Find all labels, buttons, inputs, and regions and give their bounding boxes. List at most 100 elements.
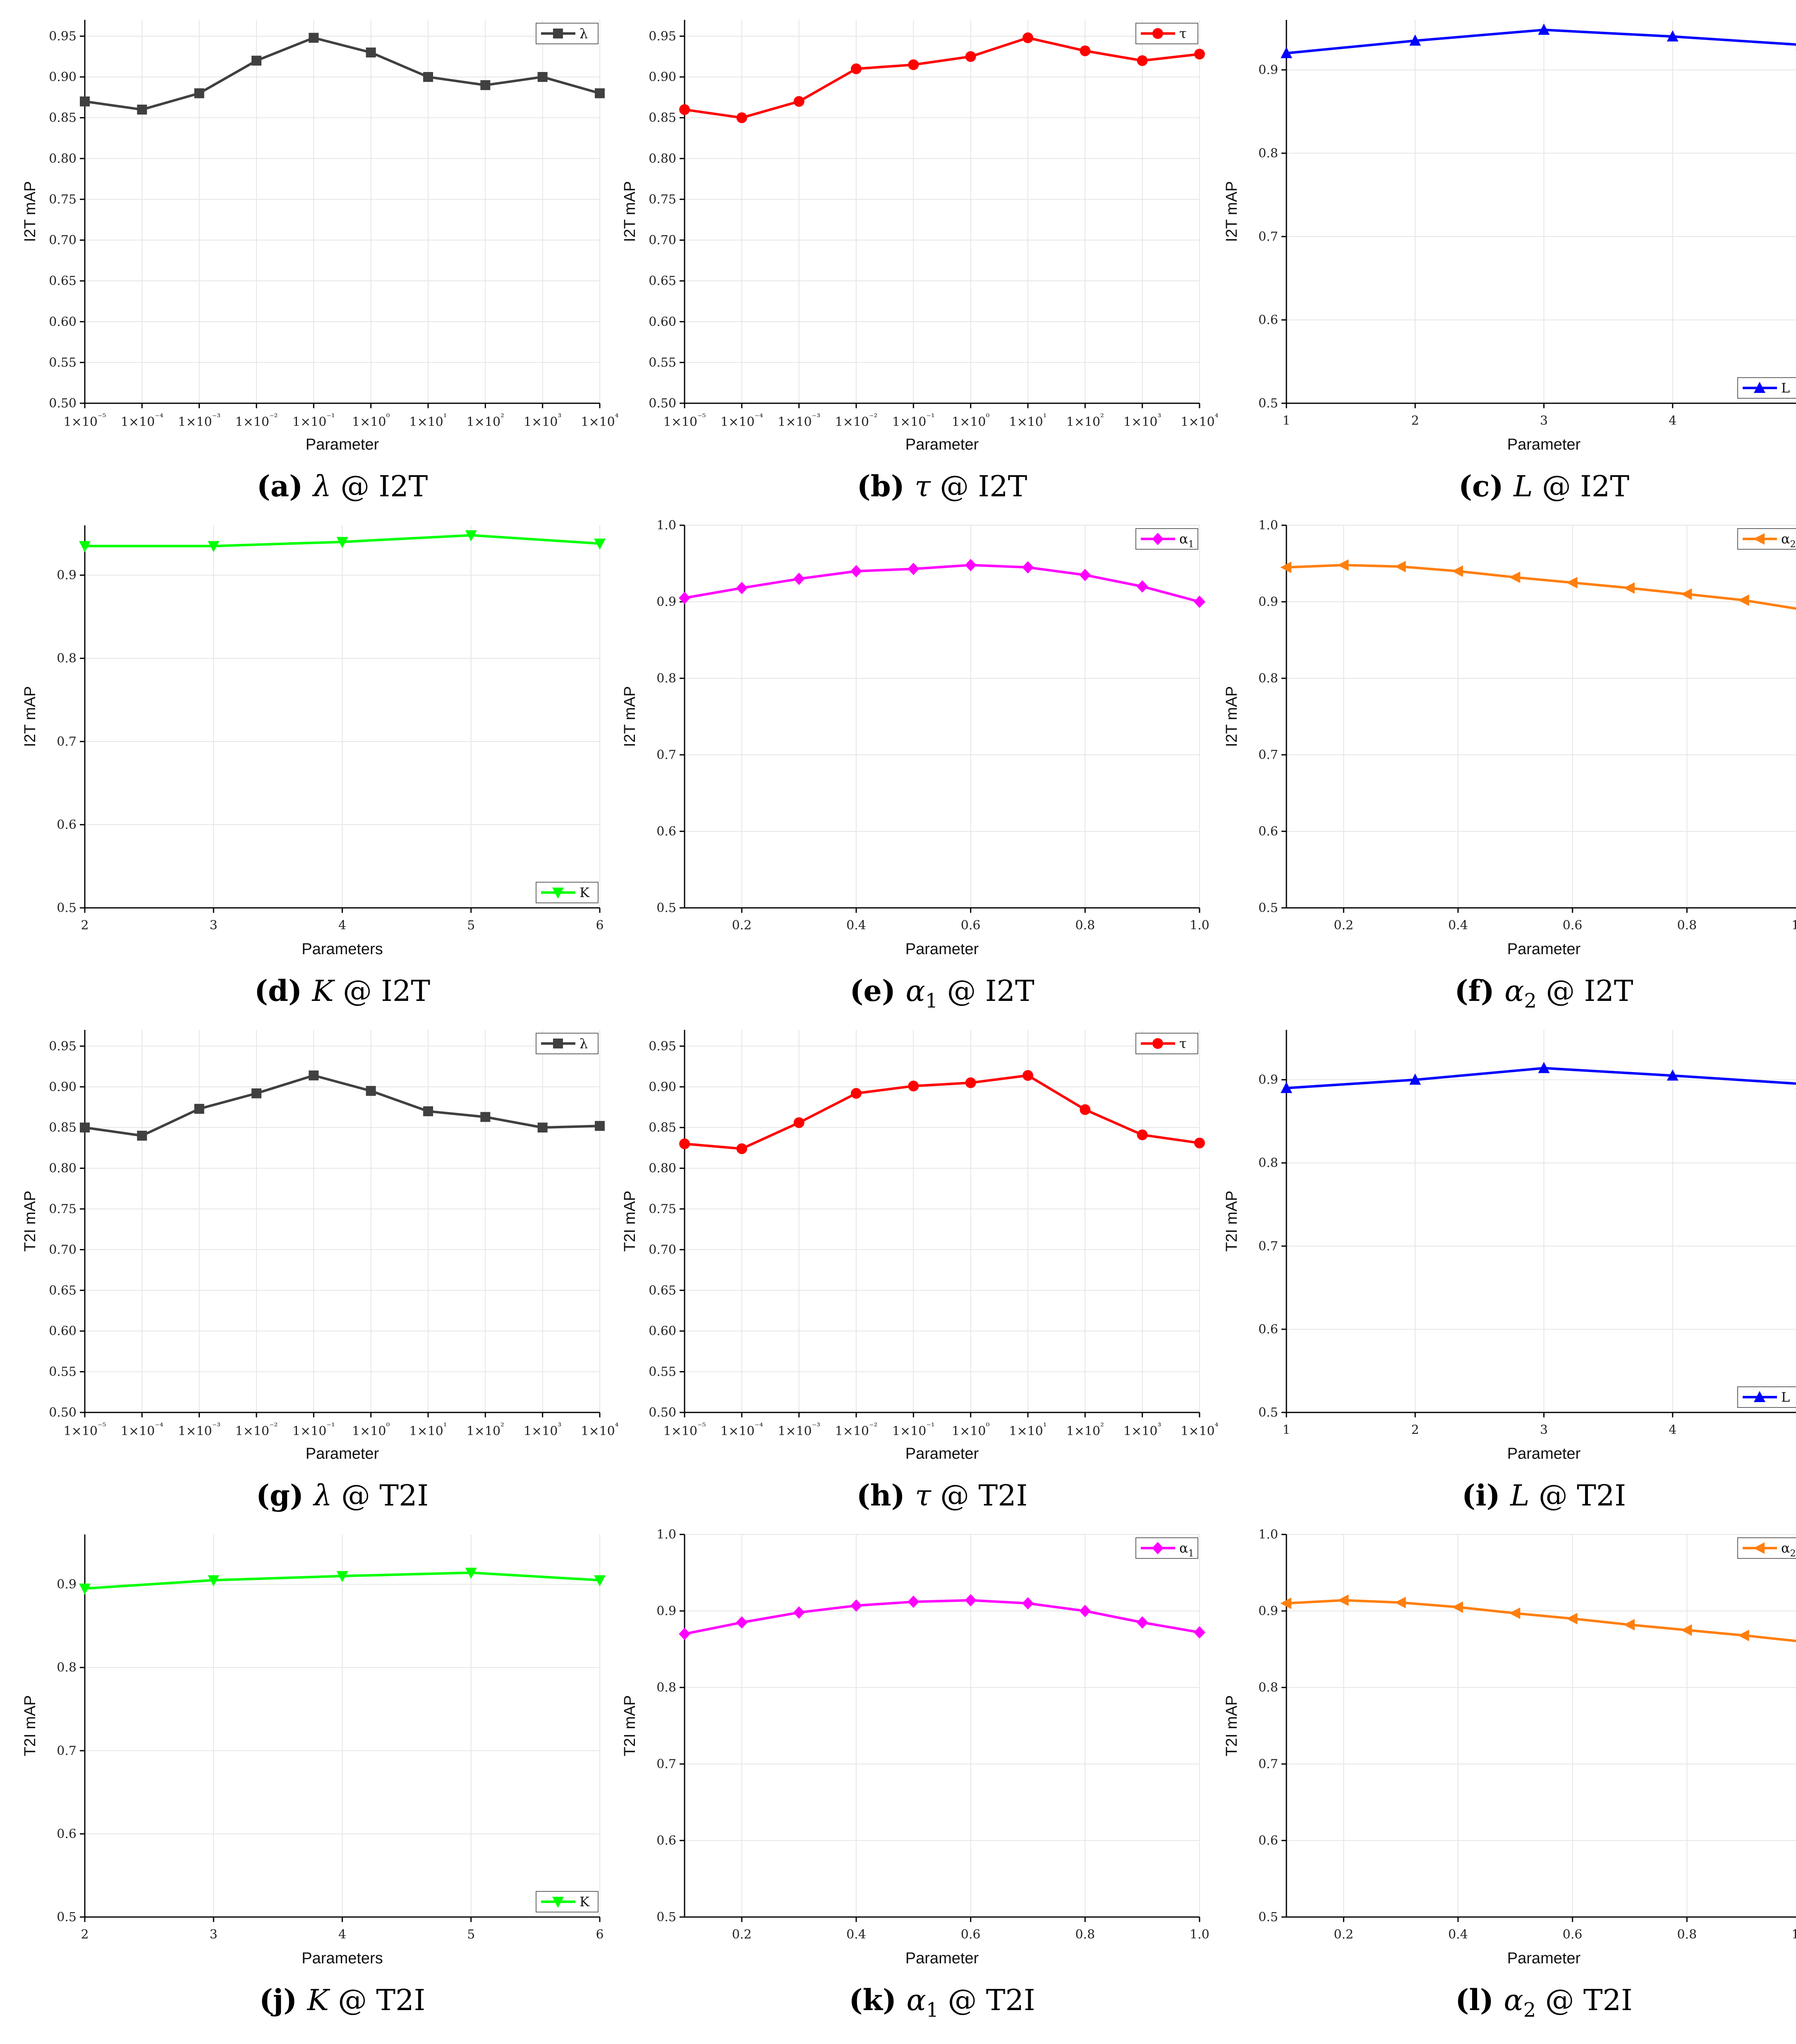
x-tick-label: 6 [596,1927,603,1942]
x-tick-label: 1×10⁴ [1181,1422,1218,1438]
y-tick-label: 0.8 [1258,1680,1278,1695]
x-tick-label: 1×10³ [1123,1422,1161,1438]
data-point [850,565,862,577]
data-point [1194,596,1205,608]
y-tick-label: 1.0 [656,518,676,533]
chart-caption: (d) K @ I2T [254,974,430,1008]
data-point [850,1599,862,1612]
legend: τ [1135,1033,1198,1054]
x-tick-label: 1×10⁰ [952,412,989,429]
y-tick-label: 0.60 [49,315,77,329]
legend: K [536,882,599,903]
y-tick-label: 0.95 [649,1039,676,1053]
data-point [309,1070,319,1081]
x-axis-title: Parameter [306,1445,379,1462]
data-point [1022,561,1034,574]
x-tick-label: 0.6 [961,918,981,933]
y-tick-label: 0.6 [1258,1833,1278,1848]
x-tick-label: 1×10² [1066,412,1104,429]
data-point [1137,55,1148,66]
x-tick-label: 2 [1411,1423,1419,1437]
legend-marker [1152,1542,1164,1554]
data-point [537,72,548,82]
x-tick-label: 1×10⁻⁴ [121,412,163,429]
data-point [1337,559,1349,571]
y-tick-label: 0.5 [57,1910,77,1924]
data-point [851,63,862,74]
legend-label: K [580,885,590,900]
y-axis-title: I2T mAP [22,686,39,747]
x-tick-label: 2 [1411,414,1419,428]
x-tick-label: 1×10⁻³ [778,1422,820,1438]
data-point [137,104,147,115]
x-axis-title: Parameters [302,941,383,958]
data-point [1281,1082,1292,1093]
y-tick-label: 0.7 [656,1757,676,1771]
data-point [1394,1596,1406,1608]
x-tick-label: 3 [210,918,218,933]
legend: α1 [1135,1537,1198,1559]
data-point [251,55,261,66]
y-tick-label: 0.6 [57,818,77,832]
y-tick-label: 0.85 [49,1120,77,1135]
data-point [537,1123,548,1133]
y-tick-label: 0.70 [649,1242,676,1257]
y-tick-label: 0.6 [1258,313,1278,327]
data-point [1281,47,1292,58]
grid-lines [84,1534,600,1917]
legend-label: L [1781,1389,1790,1405]
data-point [594,1575,606,1587]
x-tick-label: 3 [1540,1423,1548,1437]
y-tick-label: 0.6 [57,1827,77,1841]
y-axis-title: T2I mAP [22,1695,39,1757]
legend-marker [1152,28,1163,39]
chart-caption: (k) α1 @ T2I [849,1983,1035,2022]
x-tick-label: 1×10⁻² [235,412,278,429]
data-point [736,1143,747,1154]
data-point [80,96,90,107]
legend-marker [1753,1542,1765,1554]
y-tick-label: 0.90 [649,70,676,84]
x-tick-label: 1×10⁻⁵ [663,1422,706,1438]
x-tick-label: 2 [81,1927,89,1942]
x-tick-label: 1 [1282,414,1290,428]
chart-panel-f: 0.5 0.6 0.7 0.8 0.9 1.0 0.2 0.4 0.6 0.8 1.0 Paramet… [1223,518,1796,958]
chart-caption: (c) L @ I2T [1458,469,1629,503]
x-tick-label: 1×10⁻¹ [892,1422,935,1438]
x-tick-label: 1×10⁻¹ [292,412,335,429]
legend-label: λ [580,1036,588,1051]
grid-lines [1286,20,1796,404]
legend: K [536,1891,599,1912]
x-tick-label: 1×10⁻³ [178,1422,220,1438]
y-tick-label: 0.9 [1258,595,1278,609]
y-tick-label: 0.7 [57,1744,77,1758]
data-point [1023,32,1033,43]
chart-caption: (e) α1 @ I2T [850,974,1034,1012]
grid-lines [84,525,600,908]
y-axis-title: T2I mAP [22,1191,39,1252]
data-point [1681,588,1692,600]
legend: τ [1135,23,1198,44]
chart-caption: (h) τ @ T2I [857,1478,1028,1513]
chart-panel-k: 0.5 0.6 0.7 0.8 0.9 1.0 0.2 0.4 0.6 0.8 1.0 Paramet… [621,1527,1209,1967]
data-point [1509,571,1521,583]
y-tick-label: 0.80 [49,151,77,166]
y-tick-label: 0.50 [649,1405,676,1420]
y-tick-label: 0.7 [1258,230,1278,244]
data-point [366,1086,376,1096]
y-tick-label: 0.9 [1258,1073,1278,1087]
y-tick-label: 0.8 [57,651,77,666]
y-tick-label: 1.0 [656,1527,676,1542]
y-tick-label: 0.75 [49,192,77,207]
x-tick-label: 1×10⁻⁵ [64,412,106,429]
y-tick-label: 0.85 [649,111,676,125]
y-tick-label: 0.5 [1258,1405,1278,1420]
series-line-k [684,1599,1200,1635]
data-point [908,1080,919,1091]
y-tick-label: 0.80 [649,151,676,166]
data-point [1280,561,1291,573]
data-point [480,80,491,90]
data-point [251,1088,261,1099]
y-tick-label: 0.5 [1258,901,1278,915]
